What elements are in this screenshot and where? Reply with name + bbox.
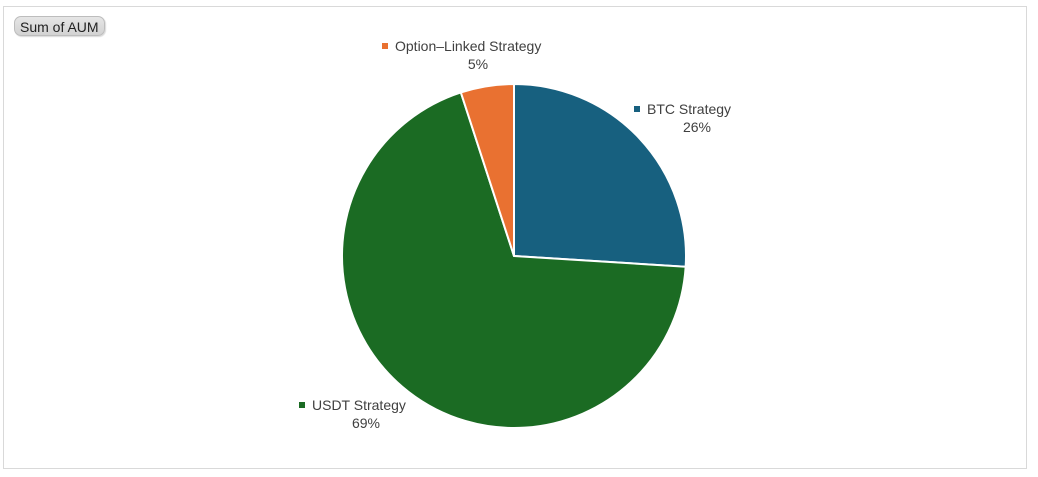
data-label-category: BTC Strategy (647, 101, 731, 117)
legend-marker-usdt-strategy (299, 402, 305, 408)
data-label-category: Option–Linked Strategy (395, 38, 541, 54)
data-label-percent: 69% (352, 415, 380, 431)
legend-marker-option-linked-strategy (382, 43, 388, 49)
pie-slice-usdt-strategy (340, 91, 687, 430)
pie-data-labels: BTC Strategy 26% USDT Strategy 69% Option–Li… (299, 38, 731, 431)
pie-slice-option-linked-strategy (459, 82, 515, 257)
pie-slices (340, 82, 687, 430)
pie-slice-btc-strategy (513, 82, 687, 268)
data-label-category: USDT Strategy (312, 397, 406, 413)
legend-marker-btc-strategy (634, 106, 640, 112)
data-label-percent: 5% (468, 56, 488, 72)
data-label-percent: 26% (683, 119, 711, 135)
sum-of-aum-field-button[interactable]: Sum of AUM (14, 16, 105, 36)
